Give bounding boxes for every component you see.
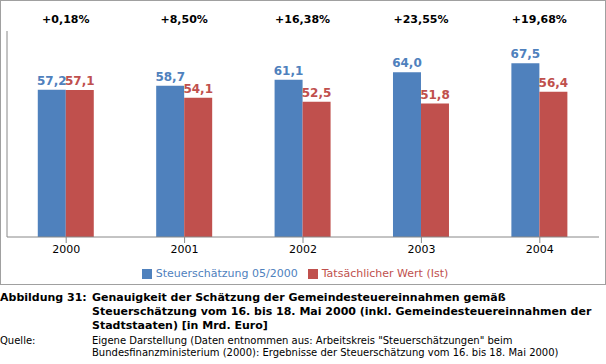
svg-text:2000: 2000 bbox=[52, 243, 80, 256]
svg-text:67,5: 67,5 bbox=[511, 47, 541, 61]
svg-text:64,0: 64,0 bbox=[392, 56, 422, 70]
svg-text:51,8: 51,8 bbox=[420, 88, 450, 102]
svg-text:57,2: 57,2 bbox=[37, 74, 67, 88]
svg-text:2002: 2002 bbox=[289, 243, 317, 256]
html-text:Abbildung 31:: Abbildung 31: bbox=[0, 291, 87, 304]
svg-text:58,7: 58,7 bbox=[155, 70, 185, 84]
html-text:Steuerschätzung 05/2000: Steuerschätzung 05/2000 bbox=[155, 267, 298, 280]
svg-text:+23,55%: +23,55% bbox=[393, 13, 448, 26]
svg-text:2003: 2003 bbox=[407, 243, 435, 256]
svg-text:2001: 2001 bbox=[171, 243, 199, 256]
svg-text:61,1: 61,1 bbox=[274, 64, 304, 78]
svg-text:+19,68%: +19,68% bbox=[512, 13, 567, 26]
svg-text:+16,38%: +16,38% bbox=[275, 13, 330, 26]
svg-text:57,1: 57,1 bbox=[65, 74, 95, 88]
svg-text:54,1: 54,1 bbox=[183, 82, 213, 96]
html-text:Tatsächlicher Wert (Ist): Tatsächlicher Wert (Ist) bbox=[321, 267, 449, 280]
html-text:Genauigkeit der Schätzung der: Genauigkeit der Schätzung der Gemeindest… bbox=[92, 291, 592, 332]
svg-text:2004: 2004 bbox=[526, 243, 554, 256]
svg-text:+8,50%: +8,50% bbox=[160, 13, 207, 26]
svg-text:+0,18%: +0,18% bbox=[42, 13, 89, 26]
svg-text:56,4: 56,4 bbox=[539, 76, 569, 90]
svg-text:52,5: 52,5 bbox=[302, 86, 332, 100]
html-text:Quelle:: Quelle: bbox=[0, 335, 36, 346]
html-text:Eigene Darstellung (Daten entn: Eigene Darstellung (Daten entnommen aus:… bbox=[92, 335, 559, 358]
